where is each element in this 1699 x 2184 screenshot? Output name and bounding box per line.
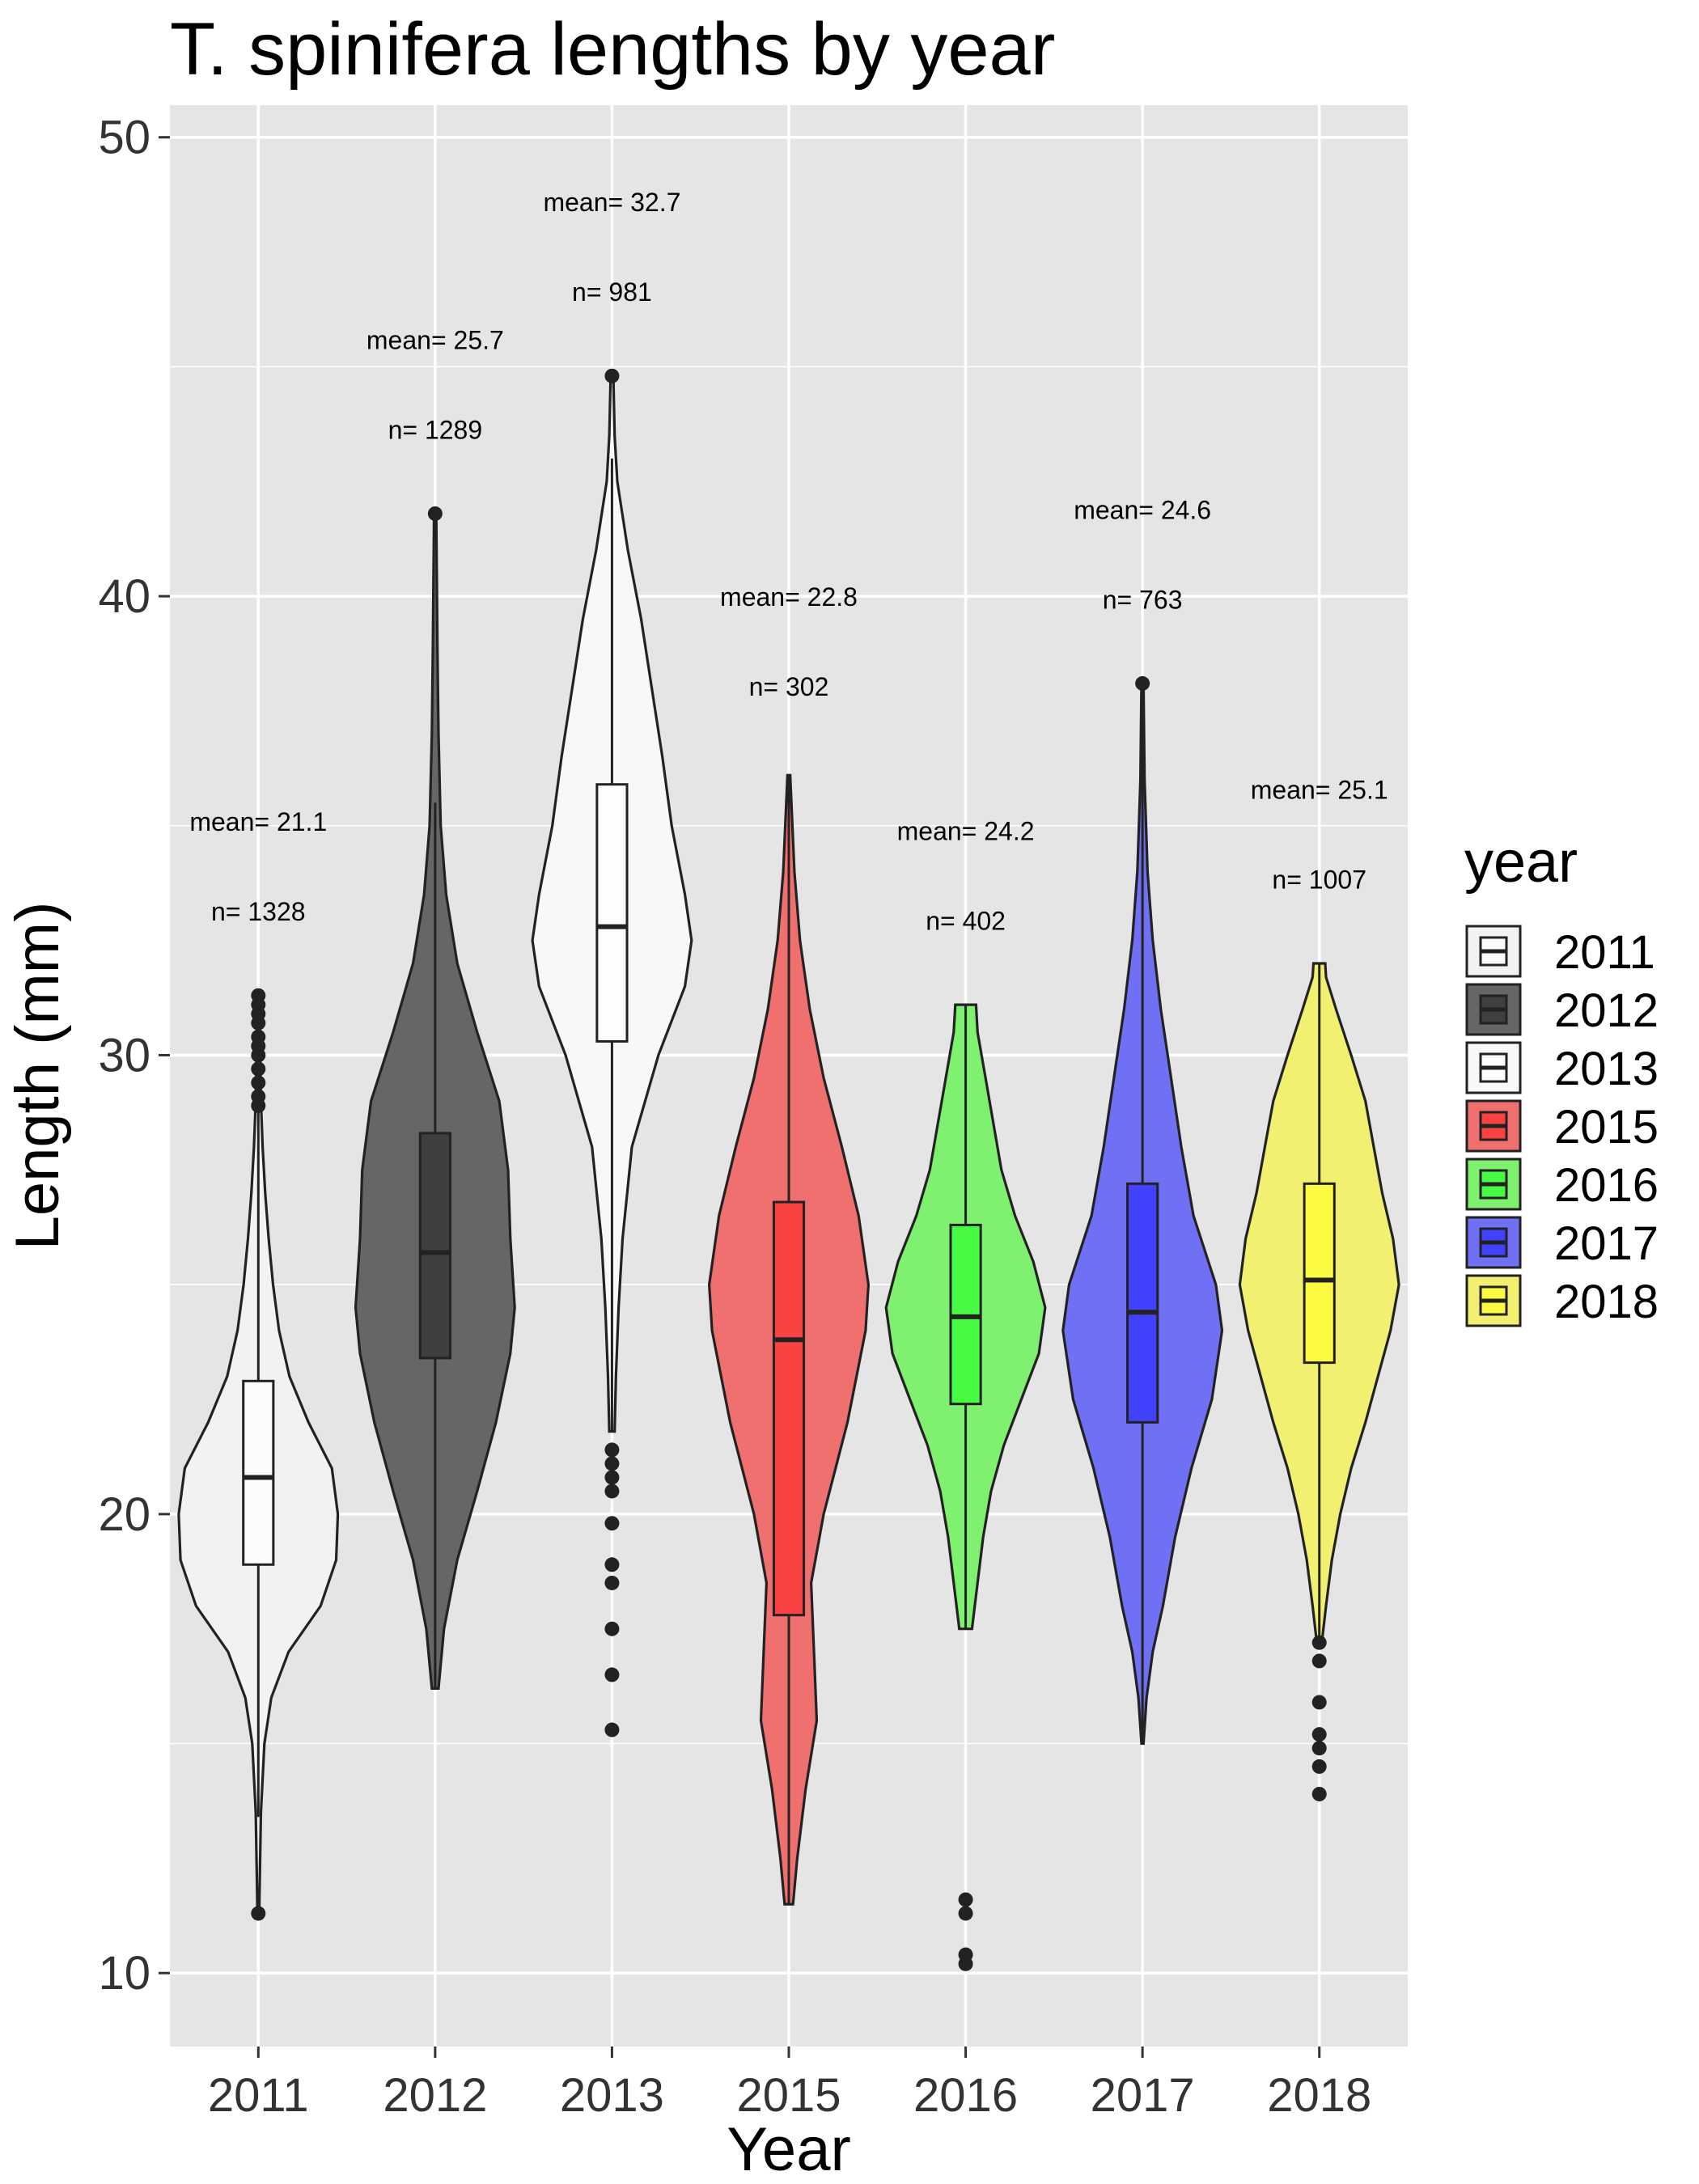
outlier-point — [604, 1557, 620, 1572]
box-2012 — [418, 1132, 451, 1360]
box-2017 — [1126, 1182, 1159, 1424]
outlier-point — [604, 1722, 620, 1737]
n-label-2018: n= 1007 — [1272, 865, 1366, 894]
outlier-point — [1311, 1786, 1327, 1801]
violin-layer — [177, 368, 1400, 1971]
outlier-point — [251, 1029, 266, 1044]
outlier-point — [604, 1516, 620, 1531]
mean-label-2013: mean= 32.7 — [543, 188, 680, 217]
outlier-point — [251, 988, 266, 1003]
outlier-point — [1135, 675, 1150, 691]
x-tick-label-2017: 2017 — [1091, 2069, 1195, 2122]
x-tick-label-2015: 2015 — [736, 2069, 841, 2122]
outlier-point — [604, 1470, 620, 1485]
y-tick-label: 30 — [98, 1029, 150, 1081]
n-label-2016: n= 402 — [926, 906, 1006, 935]
mean-label-2012: mean= 25.7 — [366, 325, 504, 354]
legend-label-2016: 2016 — [1554, 1159, 1659, 1212]
outlier-point — [251, 1075, 266, 1090]
box-2018 — [1303, 1182, 1336, 1365]
n-label-2011: n= 1328 — [211, 897, 306, 926]
box-2011 — [242, 1379, 275, 1566]
outlier-point — [1311, 1759, 1327, 1774]
x-axis-title: Year — [727, 2115, 851, 2184]
n-label-2012: n= 1289 — [388, 415, 483, 444]
n-label-2013: n= 981 — [572, 277, 652, 307]
annotation-layer: mean= 21.1 n= 1328 mean= 25.7 n= 1289 mean= … — [189, 188, 1388, 935]
outlier-point — [251, 1061, 266, 1077]
outlier-point — [604, 1667, 620, 1682]
outlier-point — [1311, 1741, 1327, 1756]
legend-label-2011: 2011 — [1554, 926, 1655, 979]
outlier-point — [958, 1947, 973, 1962]
x-tick-label-2012: 2012 — [383, 2069, 487, 2122]
n-label-2015: n= 302 — [749, 672, 829, 701]
legend-key-2017 — [1465, 1216, 1522, 1269]
legend-label-2015: 2015 — [1554, 1101, 1659, 1153]
legend-label-2017: 2017 — [1554, 1217, 1659, 1270]
chart-title: T. spinifera lengths by year — [170, 8, 1055, 91]
outlier-point — [251, 1906, 266, 1921]
y-tick-label: 20 — [98, 1488, 150, 1541]
y-tick-label: 50 — [98, 112, 150, 164]
mean-label-2015: mean= 22.8 — [720, 582, 858, 612]
outlier-point — [604, 1456, 620, 1471]
outlier-point — [1311, 1727, 1327, 1742]
y-tick-label: 40 — [98, 570, 150, 623]
n-label-2017: n= 763 — [1103, 585, 1183, 614]
outlier-point — [604, 1575, 620, 1590]
outlier-point — [604, 1484, 620, 1499]
y-axis-title: Length (mm) — [3, 902, 72, 1251]
outlier-point — [604, 368, 620, 383]
mean-label-2011: mean= 21.1 — [189, 807, 327, 836]
legend-title: year — [1464, 830, 1578, 895]
y-axis: 10 20 30 40 50 — [98, 112, 170, 2000]
outlier-point — [1311, 1635, 1327, 1650]
x-tick-label-2018: 2018 — [1267, 2069, 1371, 2122]
outlier-point — [251, 1089, 266, 1104]
box-2013 — [595, 783, 629, 1043]
legend-label-2012: 2012 — [1554, 984, 1659, 1037]
x-axis: 2011 2012 2013 2015 2016 2017 2018 — [208, 2046, 1371, 2122]
x-tick-label-2011: 2011 — [208, 2069, 309, 2122]
x-tick-label-2016: 2016 — [913, 2069, 1018, 2122]
x-tick-label-2013: 2013 — [560, 2069, 664, 2122]
mean-label-2017: mean= 24.6 — [1074, 495, 1211, 524]
legend-label-2018: 2018 — [1554, 1276, 1659, 1328]
y-tick-label: 10 — [98, 1947, 150, 2000]
outlier-point — [1311, 1695, 1327, 1710]
outlier-point — [427, 506, 443, 521]
mean-label-2018: mean= 25.1 — [1251, 775, 1388, 804]
outlier-point — [958, 1892, 973, 1907]
outlier-point — [604, 1621, 620, 1636]
outlier-point — [604, 1442, 620, 1458]
mean-label-2016: mean= 24.2 — [897, 816, 1035, 845]
legend-label-2013: 2013 — [1554, 1043, 1659, 1095]
box-2015 — [772, 1200, 806, 1617]
outlier-point — [958, 1906, 973, 1921]
outlier-point — [1311, 1653, 1327, 1669]
